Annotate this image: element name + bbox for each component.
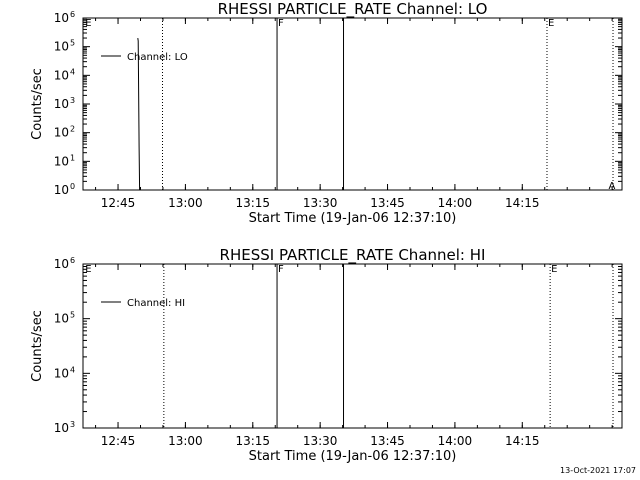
x-tick-label: 13:45	[370, 196, 405, 210]
y-tick-label: 10	[54, 40, 69, 54]
y-tick-label: 10	[54, 421, 69, 435]
x-tick-label: 14:00	[438, 196, 473, 210]
y-tick-exponent: 2	[70, 125, 75, 134]
y-axis-label: Counts/sec	[30, 68, 45, 140]
x-tick-label: 13:00	[168, 196, 203, 210]
x-tick-label: 13:00	[168, 434, 203, 448]
y-tick-label: 10	[54, 11, 69, 25]
y-tick-label: 10	[54, 97, 69, 111]
y-tick-exponent: 5	[70, 311, 75, 320]
chart-title: RHESSI PARTICLE_RATE Channel: HI	[220, 246, 486, 265]
y-tick-label: 10	[54, 154, 69, 168]
y-tick-label: 10	[54, 257, 69, 271]
event-marker-label: F	[278, 18, 284, 29]
event-marker-label: E	[551, 264, 557, 275]
chart-panel-2: RHESSI PARTICLE_RATE Channel: HI 12:45 13:…	[30, 246, 623, 464]
x-tick-label: 12:45	[101, 434, 136, 448]
legend-entry: Channel: LO	[127, 52, 188, 63]
y-tick-label: 10	[54, 366, 69, 380]
y-tick-exponent: 4	[70, 365, 75, 374]
x-tick-label: 13:15	[235, 196, 270, 210]
y-tick-label: 10	[54, 68, 69, 82]
x-axis-label: Start Time (19-Jan-06 12:37:10)	[249, 449, 457, 464]
x-tick-label: 12:45	[101, 196, 136, 210]
series-line	[137, 38, 141, 191]
y-tick-exponent: 6	[70, 10, 75, 19]
chart-title: RHESSI PARTICLE_RATE Channel: LO	[218, 0, 488, 19]
y-tick-exponent: 5	[70, 39, 75, 48]
y-tick-exponent: 0	[70, 182, 75, 191]
y-tick-label: 10	[54, 183, 69, 197]
y-tick-exponent: 3	[70, 420, 75, 429]
y-tick-exponent: 4	[70, 67, 75, 76]
plot-frame	[82, 263, 623, 429]
y-tick-exponent: 3	[70, 96, 75, 105]
edge-label: E	[85, 18, 91, 29]
x-axis-label: Start Time (19-Jan-06 12:37:10)	[249, 211, 457, 226]
y-axis-label: Counts/sec	[30, 310, 45, 382]
y-tick-exponent: 1	[70, 153, 75, 162]
x-tick-label: 13:30	[303, 434, 338, 448]
y-tick-label: 10	[54, 126, 69, 140]
edge-label: A	[609, 181, 616, 192]
x-tick-label: 13:45	[370, 434, 405, 448]
edge-label: E	[85, 264, 91, 275]
y-tick-exponent: 6	[70, 256, 75, 265]
event-marker-label: F	[278, 264, 284, 275]
x-tick-label: 14:15	[505, 196, 540, 210]
plot-frame	[82, 17, 623, 191]
y-tick-label: 10	[54, 312, 69, 326]
x-tick-label: 14:00	[438, 434, 473, 448]
x-tick-label: 13:30	[303, 196, 338, 210]
x-tick-label: 13:15	[235, 434, 270, 448]
x-tick-label: 14:15	[505, 434, 540, 448]
legend-entry: Channel: HI	[127, 298, 185, 309]
generation-timestamp: 13-Oct-2021 17:07	[560, 466, 636, 475]
event-marker-label: E	[548, 18, 554, 29]
chart-panel-1: RHESSI PARTICLE_RATE Channel: LO 12:45 13:…	[30, 0, 623, 226]
